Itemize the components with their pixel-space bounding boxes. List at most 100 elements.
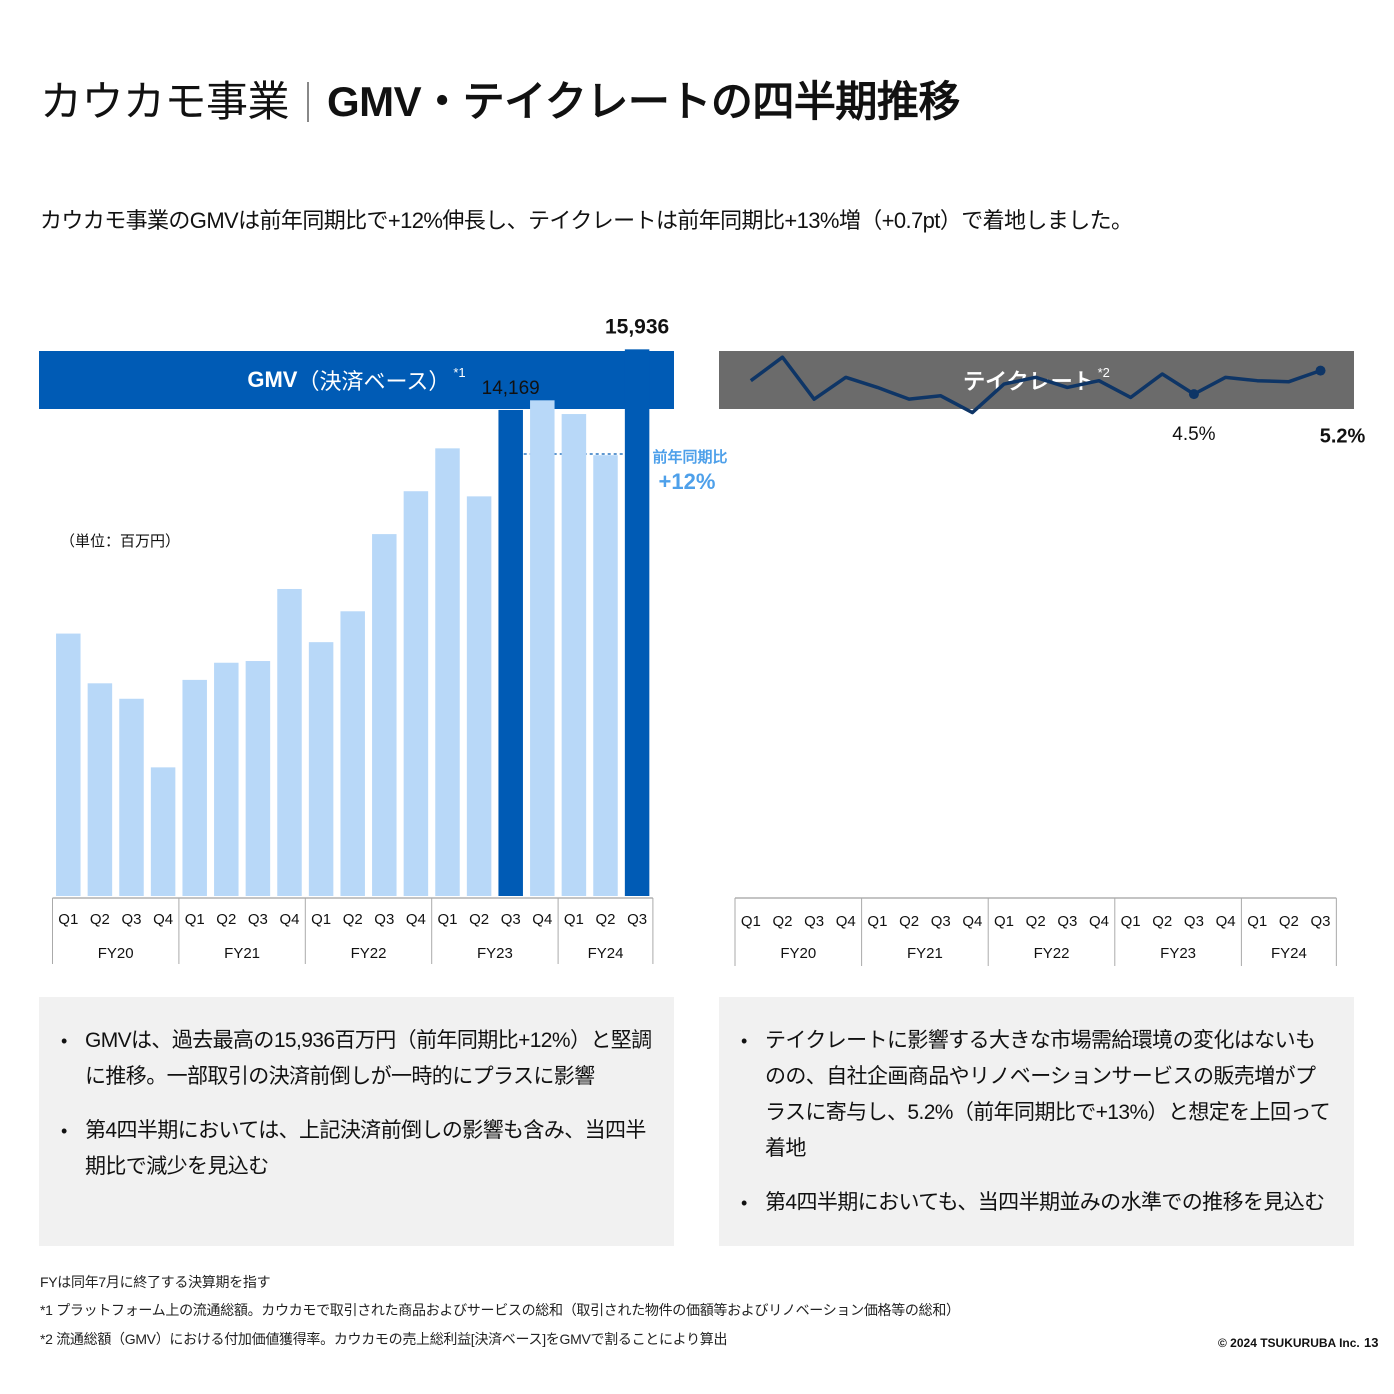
gmv-group-label: FY20 [98, 945, 134, 962]
take-rate-header-note: *2 [1097, 364, 1110, 380]
gmv-bar [56, 633, 81, 896]
gmv-bar [403, 491, 429, 896]
gmv-panel-header: GMV （決済ベース） *1 [39, 351, 674, 409]
take-rate-x-tick-label: Q1 [1121, 913, 1141, 930]
gmv-x-tick-label: Q4 [406, 911, 426, 928]
gmv-bar [119, 698, 144, 896]
gmv-x-tick-label: Q1 [564, 911, 584, 928]
gmv-bullet-list: GMVは、過去最高の15,936百万円（前年同期比+12%）と堅調に推移。一部取… [39, 997, 674, 1185]
take-rate-x-tick-label: Q4 [836, 913, 856, 930]
gmv-x-tick-label: Q3 [501, 911, 521, 928]
take-rate-bullet: テイクレートに影響する大きな市場需給環境の変化はないものの、自社企画商品やリノベ… [741, 1023, 1332, 1167]
page-title-main: GMV・テイクレートの四半期推移 [327, 78, 960, 125]
gmv-unit-label: （単位：百万円） [60, 533, 181, 550]
gmv-bullet: 第4四半期においては、上記決済前倒しの影響も含み、当四半期比で減少を見込む [61, 1113, 652, 1185]
gmv-bar [150, 767, 176, 896]
gmv-data-label: 15,936 [605, 315, 669, 338]
take-rate-x-tick-label: Q3 [931, 913, 951, 930]
gmv-bar [435, 448, 460, 896]
gmv-group-label: FY24 [588, 945, 624, 962]
page-number: 13 [1364, 1335, 1379, 1350]
gmv-bar [308, 642, 334, 896]
page-subtitle: カウカモ事業のGMVは前年同期比で+12%伸長し、テイクレートは前年同期比+13… [40, 208, 1133, 233]
take-rate-x-tick-label: Q1 [867, 913, 887, 930]
gmv-bar [593, 455, 618, 896]
gmv-x-tick-label: Q2 [595, 911, 615, 928]
take-rate-marker [1188, 389, 1199, 400]
take-rate-group-label: FY22 [1034, 945, 1070, 962]
gmv-x-tick-label: Q1 [437, 911, 457, 928]
gmv-data-label: 14,169 [482, 378, 540, 399]
gmv-group-label: FY21 [224, 945, 260, 962]
gmv-bar [340, 611, 365, 896]
gmv-group-label: FY23 [477, 945, 513, 962]
gmv-x-tick-label: Q1 [58, 911, 78, 928]
footnote-fy: FYは同年7月に終了する決算期を指す [40, 1274, 271, 1290]
gmv-bar [87, 683, 113, 896]
gmv-x-tick-label: Q2 [343, 911, 363, 928]
take-rate-x-tick-label: Q4 [962, 913, 982, 930]
gmv-bar [277, 588, 302, 896]
gmv-x-tick-label: Q2 [216, 911, 236, 928]
take-rate-x-tick-label: Q3 [1311, 913, 1331, 930]
charts-canvas: 14,169 15,936 Q1 Q2 Q3 Q4 Q1 Q2 Q3 Q4 Q1 Q2 Q3 Q4 Q1 Q2… [52, 315, 1366, 966]
take-rate-group-label: FY21 [907, 945, 943, 962]
take-rate-bullet-list: テイクレートに影響する大きな市場需給環境の変化はないものの、自社企画商品やリノベ… [719, 997, 1354, 1221]
gmv-bar [245, 661, 271, 896]
page-title: カウカモ事業 GMV・テイクレートの四半期推移 [40, 68, 960, 129]
take-rate-header-title: テイクレート [963, 369, 1095, 394]
gmv-bar [214, 662, 239, 896]
gmv-bullet: GMVは、過去最高の15,936百万円（前年同期比+12%）と堅調に推移。一部取… [61, 1023, 652, 1095]
gmv-group-label: FY22 [351, 945, 387, 962]
gmv-bar [530, 400, 555, 896]
gmv-header-note: *1 [453, 364, 466, 380]
take-rate-commentary-box: テイクレートに影響する大きな市場需給環境の変化はないものの、自社企画商品やリノベ… [719, 997, 1354, 1246]
gmv-yoy-label: 前年同期比 [652, 449, 728, 466]
take-rate-x-tick-label: Q1 [994, 913, 1014, 930]
gmv-header-title: GMV [247, 367, 298, 392]
gmv-yoy-value: +12% [658, 469, 716, 494]
gmv-x-tick-label: Q3 [121, 911, 141, 928]
gmv-x-tick-label: Q3 [627, 911, 647, 928]
take-rate-bullet: 第4四半期においても、当四半期並みの水準での推移を見込む [741, 1185, 1332, 1221]
gmv-x-tick-label: Q2 [469, 911, 489, 928]
gmv-bar [561, 414, 587, 896]
take-rate-group-label: FY23 [1160, 945, 1196, 962]
title-separator [307, 82, 310, 122]
gmv-x-tick-label: Q1 [311, 911, 331, 928]
take-rate-x-tick-label: Q3 [1184, 913, 1204, 930]
gmv-x-tick-label: Q4 [153, 911, 173, 928]
take-rate-x-tick-label: Q4 [1089, 913, 1109, 930]
gmv-header-subtitle: （決済ベース） [297, 369, 451, 394]
take-rate-line [749, 355, 1322, 415]
gmv-bar-chart: 14,169 15,936 Q1 Q2 Q3 Q4 Q1 Q2 Q3 Q4 Q1 Q2 Q3 Q4 Q1 Q2… [52, 315, 669, 964]
gmv-bar [372, 534, 397, 896]
gmv-bar [466, 496, 492, 896]
gmv-x-tick-label: Q4 [532, 911, 552, 928]
take-rate-panel-header: テイクレート *2 [719, 351, 1354, 409]
gmv-x-tick-label: Q2 [90, 911, 110, 928]
footnote-1: *1 プラットフォーム上の流通総額。カウカモで取引された商品およびサービスの総和… [40, 1302, 960, 1318]
take-rate-group-label: FY24 [1271, 945, 1307, 962]
take-rate-x-tick-label: Q1 [1247, 913, 1267, 930]
take-rate-x-tick-label: Q2 [1279, 913, 1299, 930]
take-rate-x-tick-label: Q3 [1057, 913, 1077, 930]
take-rate-x-tick-label: Q4 [1216, 913, 1236, 930]
take-rate-data-label: 4.5% [1172, 424, 1215, 445]
take-rate-x-tick-label: Q1 [741, 913, 761, 930]
gmv-x-tick-label: Q3 [374, 911, 394, 928]
gmv-bar [498, 409, 523, 896]
take-rate-x-tick-label: Q2 [899, 913, 919, 930]
take-rate-x-tick-label: Q2 [1152, 913, 1172, 930]
copyright: © 2024 TSUKURUBA Inc. [1218, 1336, 1360, 1350]
gmv-bar [624, 349, 650, 896]
take-rate-x-tick-label: Q3 [804, 913, 824, 930]
take-rate-group-label: FY20 [780, 945, 816, 962]
take-rate-x-tick-label: Q2 [1026, 913, 1046, 930]
take-rate-marker [1315, 365, 1326, 376]
page-title-prefix: カウカモ事業 [40, 78, 290, 125]
gmv-x-tick-label: Q1 [185, 911, 205, 928]
take-rate-data-label: 5.2% [1320, 426, 1366, 448]
gmv-bar [182, 679, 207, 896]
gmv-x-tick-label: Q3 [248, 911, 268, 928]
